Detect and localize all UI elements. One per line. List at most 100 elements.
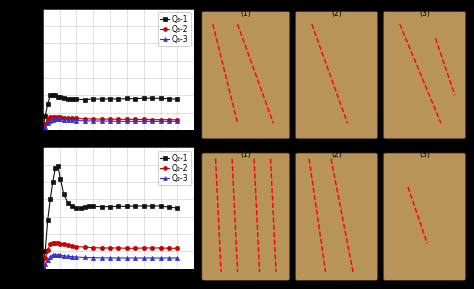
Q₃-1 — [57, 96, 63, 99]
Q₂-1 — [133, 204, 138, 208]
Line: Q₃-1: Q₃-1 — [41, 92, 180, 132]
Q₃-2 — [107, 117, 113, 121]
Q₂-2 — [50, 241, 55, 245]
Q₂-3 — [149, 256, 155, 260]
Q₂-3 — [133, 256, 138, 260]
FancyBboxPatch shape — [383, 153, 466, 280]
Text: b): b) — [23, 133, 33, 142]
Q₃-1 — [166, 97, 172, 101]
Q₂-2 — [65, 244, 71, 247]
Q₂-3 — [174, 256, 180, 260]
Q₂-1 — [42, 250, 48, 253]
Q₂-1 — [69, 205, 75, 208]
Q₃-2 — [124, 118, 130, 121]
Q₃-2 — [82, 117, 88, 121]
Q₂-1 — [174, 206, 180, 210]
Q₃-1 — [82, 98, 88, 101]
Q₃-3 — [91, 119, 96, 123]
Text: (3): (3) — [419, 150, 430, 159]
Q₂-2 — [42, 257, 48, 260]
Q₂-2 — [40, 267, 46, 271]
FancyBboxPatch shape — [295, 153, 378, 280]
Q₂-1 — [124, 205, 130, 208]
Q₃-1 — [45, 102, 51, 106]
Q₃-2 — [99, 117, 104, 121]
Q₃-1 — [91, 97, 96, 101]
Text: (2): (2) — [331, 9, 342, 18]
Q₃-2 — [42, 122, 48, 126]
Q₃-2 — [69, 116, 75, 120]
Q₂-2 — [174, 247, 180, 250]
Text: (1): (1) — [240, 150, 251, 159]
Q₃-2 — [141, 118, 146, 121]
Q₃-1 — [73, 97, 79, 101]
Q₃-1 — [69, 97, 75, 101]
FancyBboxPatch shape — [202, 153, 290, 280]
Q₂-3 — [99, 256, 104, 260]
Q₂-2 — [99, 246, 104, 250]
Q₂-1 — [57, 177, 63, 180]
Legend: Q₃-1, Q₃-2, Q₃-3: Q₃-1, Q₃-2, Q₃-3 — [158, 12, 191, 46]
Q₂-3 — [61, 254, 66, 257]
Y-axis label: σ₁-σ₃（kPa）: σ₁-σ₃（kPa） — [10, 186, 19, 231]
Q₂-2 — [149, 246, 155, 250]
Line: Q₃-3: Q₃-3 — [41, 117, 180, 132]
Q₃-3 — [82, 119, 88, 123]
Q₂-1 — [99, 205, 104, 208]
Text: a): a) — [23, 0, 33, 4]
Q₂-1 — [107, 205, 113, 208]
Q₂-3 — [47, 255, 53, 258]
Q₃-3 — [45, 121, 51, 125]
Q₃-3 — [61, 118, 66, 121]
Q₂-2 — [73, 245, 79, 248]
Q₃-3 — [47, 119, 53, 122]
Q₂-2 — [107, 246, 113, 250]
Q₃-2 — [47, 115, 53, 119]
Q₃-2 — [133, 118, 138, 121]
Q₂-1 — [73, 206, 79, 210]
Q₃-3 — [53, 117, 58, 121]
Q₃-3 — [65, 118, 71, 122]
Q₂-1 — [61, 192, 66, 196]
Q₂-2 — [57, 242, 63, 245]
Q₃-2 — [61, 116, 66, 119]
Q₂-1 — [141, 204, 146, 208]
Q₂-1 — [53, 166, 58, 170]
Q₃-2 — [45, 118, 51, 121]
X-axis label: ε₁ (mm): ε₁ (mm) — [102, 148, 135, 157]
Q₂-2 — [141, 246, 146, 250]
Q₂-3 — [53, 253, 58, 256]
X-axis label: ε₁ (mm): ε₁ (mm) — [102, 287, 135, 289]
Text: (1): (1) — [240, 9, 251, 18]
Q₃-3 — [158, 120, 164, 123]
Q₂-3 — [40, 267, 46, 271]
Q₃-3 — [42, 125, 48, 128]
Q₂-3 — [158, 256, 164, 260]
Q₃-3 — [133, 120, 138, 123]
Q₃-2 — [55, 115, 61, 118]
Line: Q₂-3: Q₂-3 — [41, 253, 180, 271]
Q₃-3 — [107, 119, 113, 123]
Q₃-3 — [50, 118, 55, 121]
Q₃-1 — [42, 114, 48, 118]
Q₃-2 — [116, 118, 121, 121]
Q₂-1 — [47, 198, 53, 201]
Q₂-3 — [141, 256, 146, 260]
Q₃-1 — [55, 95, 61, 99]
Q₃-3 — [99, 119, 104, 123]
Q₂-3 — [65, 255, 71, 258]
FancyBboxPatch shape — [295, 11, 378, 139]
Q₂-1 — [116, 205, 121, 208]
Q₂-2 — [55, 241, 61, 245]
Q₂-3 — [107, 256, 113, 260]
Q₂-2 — [53, 241, 58, 244]
Q₃-2 — [91, 117, 96, 121]
Q₃-3 — [116, 120, 121, 123]
Q₃-3 — [69, 118, 75, 122]
Q₂-1 — [45, 218, 51, 222]
Q₃-1 — [174, 97, 180, 101]
Q₂-3 — [116, 256, 121, 260]
Q₃-2 — [65, 116, 71, 120]
Q₃-1 — [158, 97, 164, 100]
Q₃-1 — [53, 94, 58, 97]
